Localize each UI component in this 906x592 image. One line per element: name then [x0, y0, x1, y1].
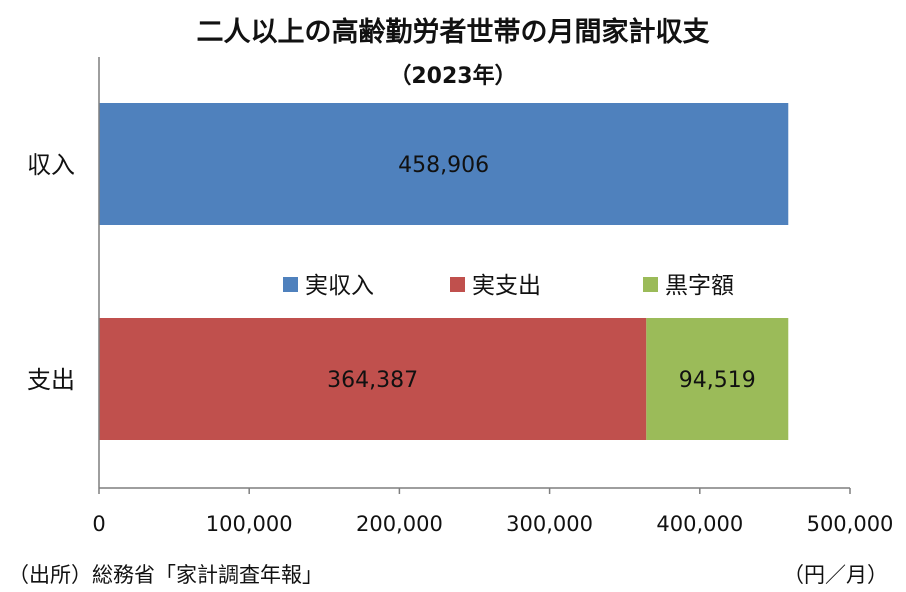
source-note: （出所）総務省「家計調査年報」 [8, 563, 323, 587]
chart-title: 二人以上の高齢勤労者世帯の月間家計収支 [197, 16, 710, 48]
x-tick-label: 500,000 [807, 512, 894, 536]
x-tick-label: 200,000 [356, 512, 443, 536]
x-tick-label: 100,000 [206, 512, 293, 536]
legend-label: 黒字額 [665, 273, 734, 299]
x-tick-label: 400,000 [656, 512, 743, 536]
category-label: 支出 [27, 366, 75, 394]
data-label: 94,519 [679, 368, 756, 393]
unit-note: （円／月） [783, 563, 888, 587]
bar-expenditure [99, 318, 647, 440]
legend-swatch [450, 277, 465, 292]
legend-swatch [643, 277, 658, 292]
bar-income [99, 103, 789, 225]
bar-surplus [646, 318, 789, 440]
legend-label: 実支出 [472, 273, 541, 299]
legend-label: 実収入 [305, 273, 374, 299]
x-tick-label: 0 [92, 512, 105, 536]
data-label: 458,906 [398, 153, 489, 178]
data-label: 364,387 [327, 368, 418, 393]
category-label: 収入 [27, 151, 75, 179]
x-tick-label: 300,000 [506, 512, 593, 536]
chart-subtitle: （2023年） [389, 63, 516, 89]
legend-swatch [283, 277, 298, 292]
